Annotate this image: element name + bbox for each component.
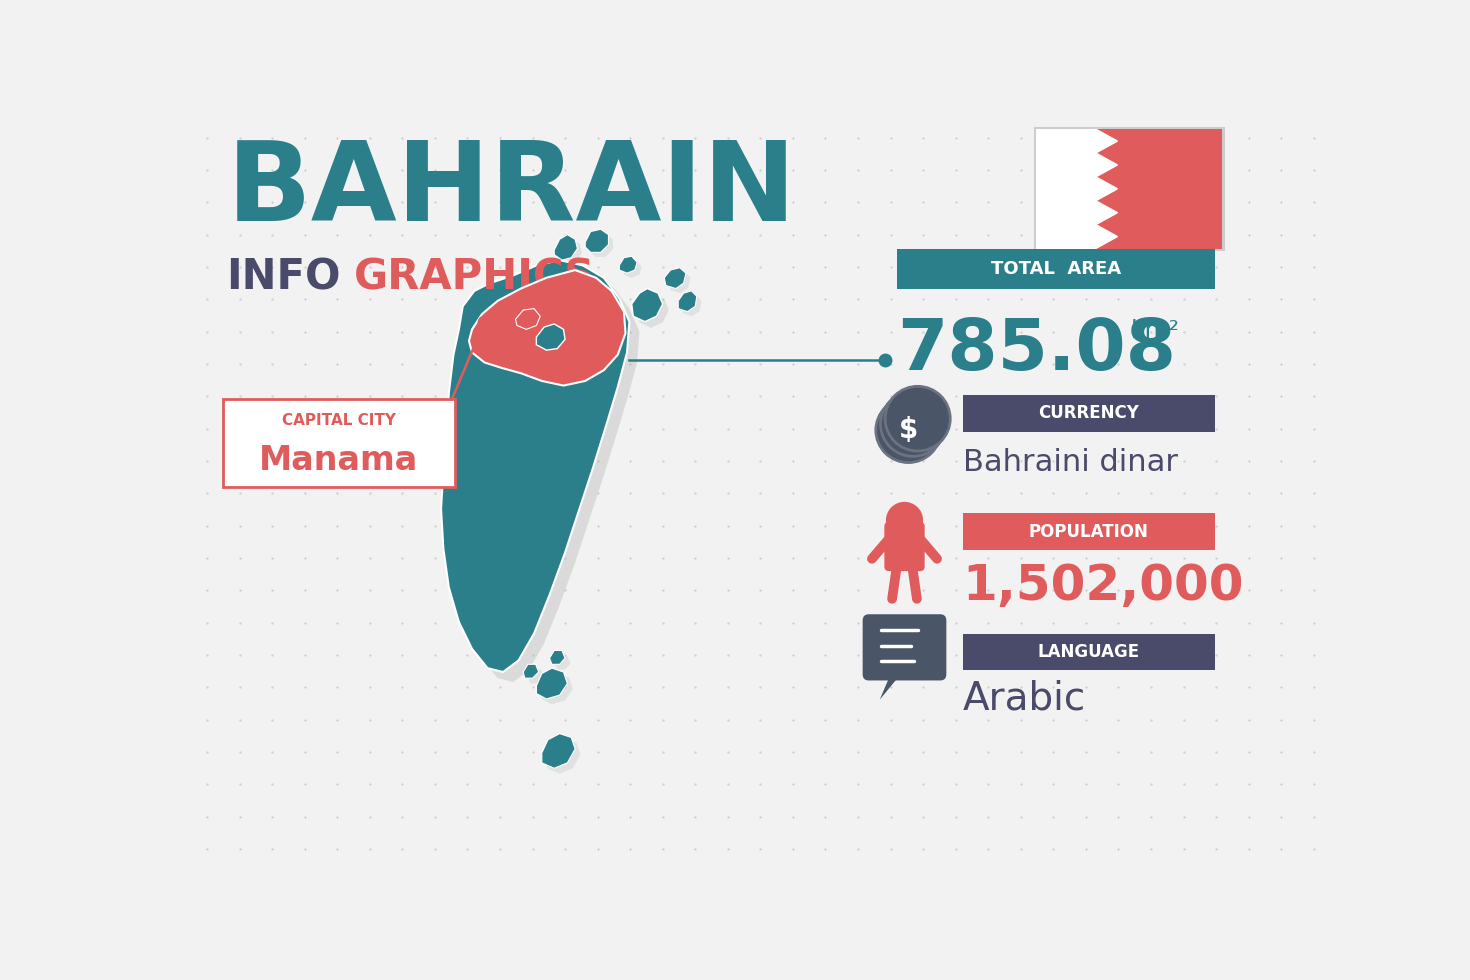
Polygon shape	[516, 309, 541, 329]
FancyBboxPatch shape	[963, 395, 1214, 432]
Text: INFO: INFO	[226, 256, 341, 298]
Text: CAPITAL CITY: CAPITAL CITY	[282, 413, 395, 427]
Polygon shape	[669, 272, 691, 293]
Polygon shape	[1095, 224, 1117, 249]
Polygon shape	[1095, 177, 1117, 201]
FancyBboxPatch shape	[1036, 129, 1095, 249]
Polygon shape	[441, 260, 629, 672]
Polygon shape	[638, 295, 669, 328]
Polygon shape	[547, 739, 581, 773]
Text: 1,502,000: 1,502,000	[963, 562, 1244, 610]
Polygon shape	[537, 668, 567, 699]
FancyBboxPatch shape	[897, 249, 1214, 288]
Text: Arabic: Arabic	[963, 680, 1086, 718]
Text: LANGUAGE: LANGUAGE	[1038, 643, 1139, 661]
Text: GRAPHICS: GRAPHICS	[354, 256, 595, 298]
Polygon shape	[684, 296, 701, 317]
Polygon shape	[550, 651, 564, 664]
Polygon shape	[542, 673, 573, 705]
Polygon shape	[542, 734, 575, 768]
Polygon shape	[879, 674, 901, 700]
Polygon shape	[1095, 153, 1117, 177]
Polygon shape	[678, 291, 697, 312]
Text: BAHRAIN: BAHRAIN	[226, 137, 797, 244]
Polygon shape	[585, 229, 609, 253]
Polygon shape	[589, 234, 613, 257]
Circle shape	[885, 386, 950, 451]
Polygon shape	[559, 239, 582, 265]
Polygon shape	[523, 664, 538, 678]
Text: Manama: Manama	[259, 444, 419, 476]
Text: POPULATION: POPULATION	[1029, 523, 1148, 541]
FancyBboxPatch shape	[222, 399, 456, 487]
Polygon shape	[619, 256, 637, 273]
Polygon shape	[1095, 201, 1117, 224]
Text: $: $	[898, 416, 917, 444]
FancyBboxPatch shape	[1095, 129, 1222, 249]
Polygon shape	[632, 288, 663, 321]
Circle shape	[876, 398, 941, 463]
Polygon shape	[556, 656, 570, 669]
Text: CURRENCY: CURRENCY	[1038, 405, 1139, 422]
Polygon shape	[1095, 129, 1117, 153]
FancyBboxPatch shape	[863, 614, 947, 680]
FancyBboxPatch shape	[885, 522, 925, 571]
Polygon shape	[623, 261, 642, 277]
Polygon shape	[529, 669, 544, 684]
Polygon shape	[469, 270, 626, 385]
Polygon shape	[451, 270, 639, 682]
Polygon shape	[664, 268, 686, 288]
Polygon shape	[537, 324, 564, 350]
Text: Bahraini dinar: Bahraini dinar	[963, 448, 1177, 477]
FancyBboxPatch shape	[963, 633, 1214, 670]
Text: km²: km²	[1130, 319, 1180, 343]
Text: TOTAL  AREA: TOTAL AREA	[991, 260, 1120, 277]
Text: 785.08: 785.08	[897, 317, 1176, 385]
Polygon shape	[554, 234, 578, 260]
Circle shape	[881, 392, 945, 457]
Circle shape	[886, 502, 923, 539]
FancyBboxPatch shape	[963, 514, 1214, 551]
FancyBboxPatch shape	[1033, 126, 1225, 251]
